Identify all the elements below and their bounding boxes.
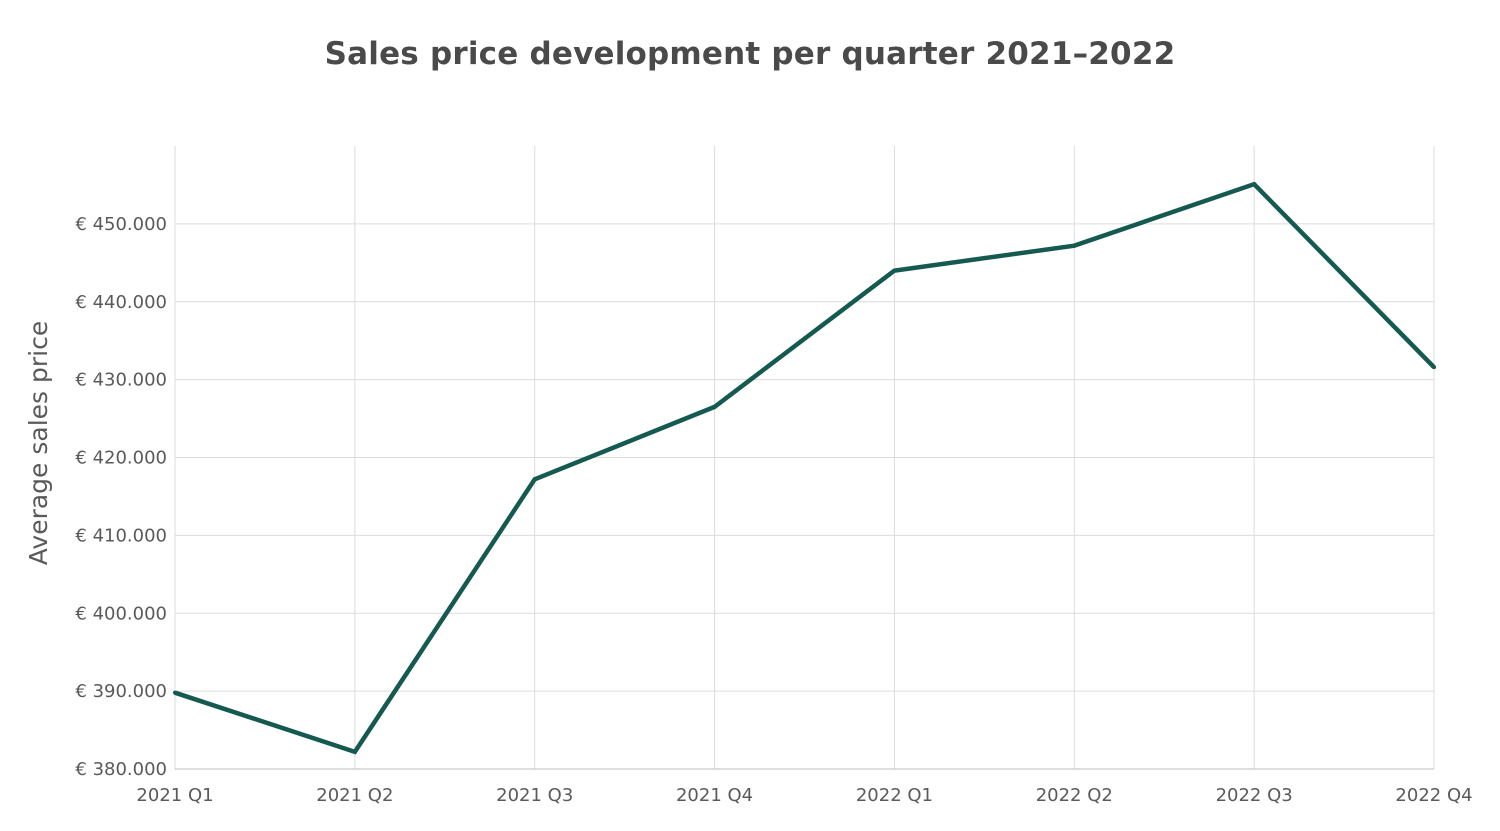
data-point xyxy=(712,404,717,409)
series-line xyxy=(174,181,1436,755)
y-tick-label: € 420.000 xyxy=(75,448,167,469)
y-tick-label: € 400.000 xyxy=(75,603,167,624)
y-tick-label: € 380.000 xyxy=(75,759,167,780)
x-tick-label: 2021 Q2 xyxy=(316,785,393,806)
y-tick-label: € 450.000 xyxy=(75,214,167,235)
chart-title: Sales price development per quarter 2021… xyxy=(324,36,1176,72)
y-tick-label: € 440.000 xyxy=(75,292,167,313)
y-tick-label: € 410.000 xyxy=(75,525,167,546)
x-tick-label: 2022 Q1 xyxy=(856,785,933,806)
x-tick-label: 2021 Q4 xyxy=(676,785,753,806)
x-tick-label: 2022 Q2 xyxy=(1036,785,1113,806)
y-tick-label: € 390.000 xyxy=(75,681,167,702)
data-point xyxy=(1072,243,1077,248)
series-layer xyxy=(173,181,1436,755)
data-point xyxy=(352,749,357,754)
x-tick-label: 2021 Q1 xyxy=(136,785,213,806)
data-point xyxy=(892,268,897,273)
x-tick-label: 2022 Q3 xyxy=(1216,785,1293,806)
data-point xyxy=(1252,182,1257,187)
y-tick-label: € 430.000 xyxy=(75,370,167,391)
x-axis-ticks: 2021 Q1 2021 Q2 2021 Q3 2021 Q4 2022 Q1 2022 … xyxy=(136,785,1472,806)
horizontal-gridlines xyxy=(175,223,1434,770)
x-tick-label: 2021 Q3 xyxy=(496,785,573,806)
x-tick-label: 2022 Q4 xyxy=(1395,785,1472,806)
data-point xyxy=(1432,365,1436,370)
data-point xyxy=(173,690,177,695)
data-point xyxy=(532,477,537,482)
y-axis-title: Average sales price xyxy=(24,321,53,565)
y-axis-ticks: € 380.000 € 390.000 € 400.000 € 410.000 € 42… xyxy=(75,214,167,780)
